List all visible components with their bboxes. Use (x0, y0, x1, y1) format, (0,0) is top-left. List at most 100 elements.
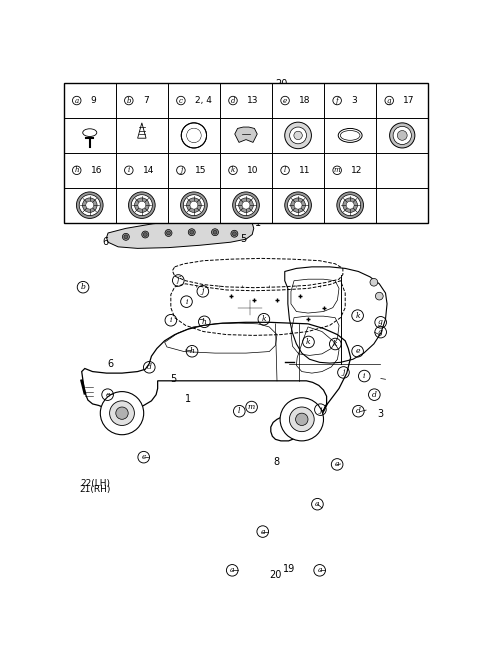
Text: 21(RH): 21(RH) (80, 485, 111, 495)
Text: 11: 11 (299, 166, 311, 174)
Text: 8: 8 (274, 457, 279, 467)
Polygon shape (107, 219, 254, 248)
Text: 12: 12 (351, 166, 362, 174)
Text: a: a (317, 566, 322, 574)
Text: f: f (177, 276, 180, 285)
Circle shape (337, 192, 363, 219)
Text: 7: 7 (143, 96, 149, 105)
Circle shape (86, 201, 94, 209)
Circle shape (83, 198, 97, 213)
Text: c: c (179, 97, 183, 105)
Circle shape (393, 126, 411, 144)
Circle shape (280, 398, 324, 441)
Text: a: a (75, 97, 79, 105)
Text: k: k (306, 338, 311, 346)
Text: 15: 15 (195, 166, 206, 174)
Circle shape (144, 233, 147, 236)
Text: 2, 4: 2, 4 (195, 96, 212, 105)
Circle shape (109, 401, 134, 425)
Circle shape (116, 407, 128, 419)
Text: j: j (342, 368, 345, 376)
Bar (64, 83, 428, 223)
Text: 20: 20 (269, 570, 281, 580)
Text: c: c (106, 391, 110, 399)
Circle shape (233, 192, 259, 219)
Text: l: l (238, 407, 240, 415)
Circle shape (232, 231, 236, 236)
Circle shape (189, 202, 195, 208)
Text: 1: 1 (255, 218, 262, 228)
Text: c: c (142, 453, 146, 461)
Text: d: d (356, 407, 361, 415)
Circle shape (294, 132, 302, 140)
Text: 13: 13 (247, 96, 259, 105)
Text: g: g (387, 97, 392, 105)
Polygon shape (138, 123, 146, 138)
Text: h: h (74, 166, 79, 174)
Circle shape (285, 192, 312, 219)
Text: 5: 5 (240, 234, 246, 244)
Text: b: b (127, 97, 131, 105)
Circle shape (180, 192, 207, 219)
Text: 6: 6 (107, 359, 113, 368)
Circle shape (231, 230, 238, 238)
Circle shape (187, 198, 201, 213)
Text: 9: 9 (91, 96, 96, 105)
Text: — 19: — 19 (291, 89, 316, 99)
Circle shape (142, 231, 149, 238)
Text: l: l (284, 166, 286, 174)
Text: 20: 20 (276, 79, 288, 89)
Text: 19: 19 (283, 564, 296, 574)
Text: h: h (190, 348, 194, 355)
Circle shape (124, 235, 128, 239)
Text: 17: 17 (403, 96, 415, 105)
Text: j: j (202, 287, 204, 295)
Text: k: k (333, 340, 337, 348)
Text: 22(LH): 22(LH) (102, 190, 132, 199)
Text: i: i (128, 166, 130, 174)
Text: 3: 3 (351, 96, 357, 105)
Text: 6: 6 (103, 238, 109, 247)
Circle shape (129, 192, 155, 219)
Circle shape (288, 195, 309, 215)
Text: e: e (355, 348, 360, 355)
Circle shape (181, 123, 206, 148)
Circle shape (239, 198, 253, 213)
Text: g: g (378, 328, 383, 336)
Circle shape (79, 195, 100, 215)
Text: 3: 3 (378, 409, 384, 419)
Text: a: a (335, 460, 339, 468)
Circle shape (167, 231, 170, 235)
Text: l: l (287, 203, 289, 211)
Text: d: d (231, 97, 235, 105)
Circle shape (343, 198, 358, 213)
Text: 22(LH): 22(LH) (80, 478, 110, 488)
Circle shape (346, 201, 354, 209)
Circle shape (285, 122, 312, 149)
Text: a: a (315, 500, 320, 508)
Circle shape (236, 195, 256, 215)
Circle shape (208, 202, 214, 208)
Circle shape (190, 230, 194, 234)
Text: m: m (310, 205, 317, 213)
Text: j: j (319, 406, 322, 413)
Circle shape (397, 131, 407, 140)
Circle shape (375, 293, 383, 300)
Text: 1: 1 (185, 395, 192, 405)
Circle shape (291, 198, 305, 213)
Circle shape (390, 123, 415, 148)
Circle shape (169, 202, 176, 208)
Circle shape (340, 195, 360, 215)
Polygon shape (235, 127, 257, 142)
Circle shape (138, 201, 146, 209)
Circle shape (100, 392, 144, 435)
Circle shape (187, 128, 201, 142)
Text: d: d (372, 391, 377, 399)
Circle shape (132, 195, 152, 215)
Text: k: k (262, 315, 266, 323)
Circle shape (224, 202, 230, 208)
Text: k: k (231, 166, 235, 174)
Circle shape (190, 201, 198, 209)
Circle shape (289, 127, 307, 144)
Polygon shape (131, 194, 240, 217)
